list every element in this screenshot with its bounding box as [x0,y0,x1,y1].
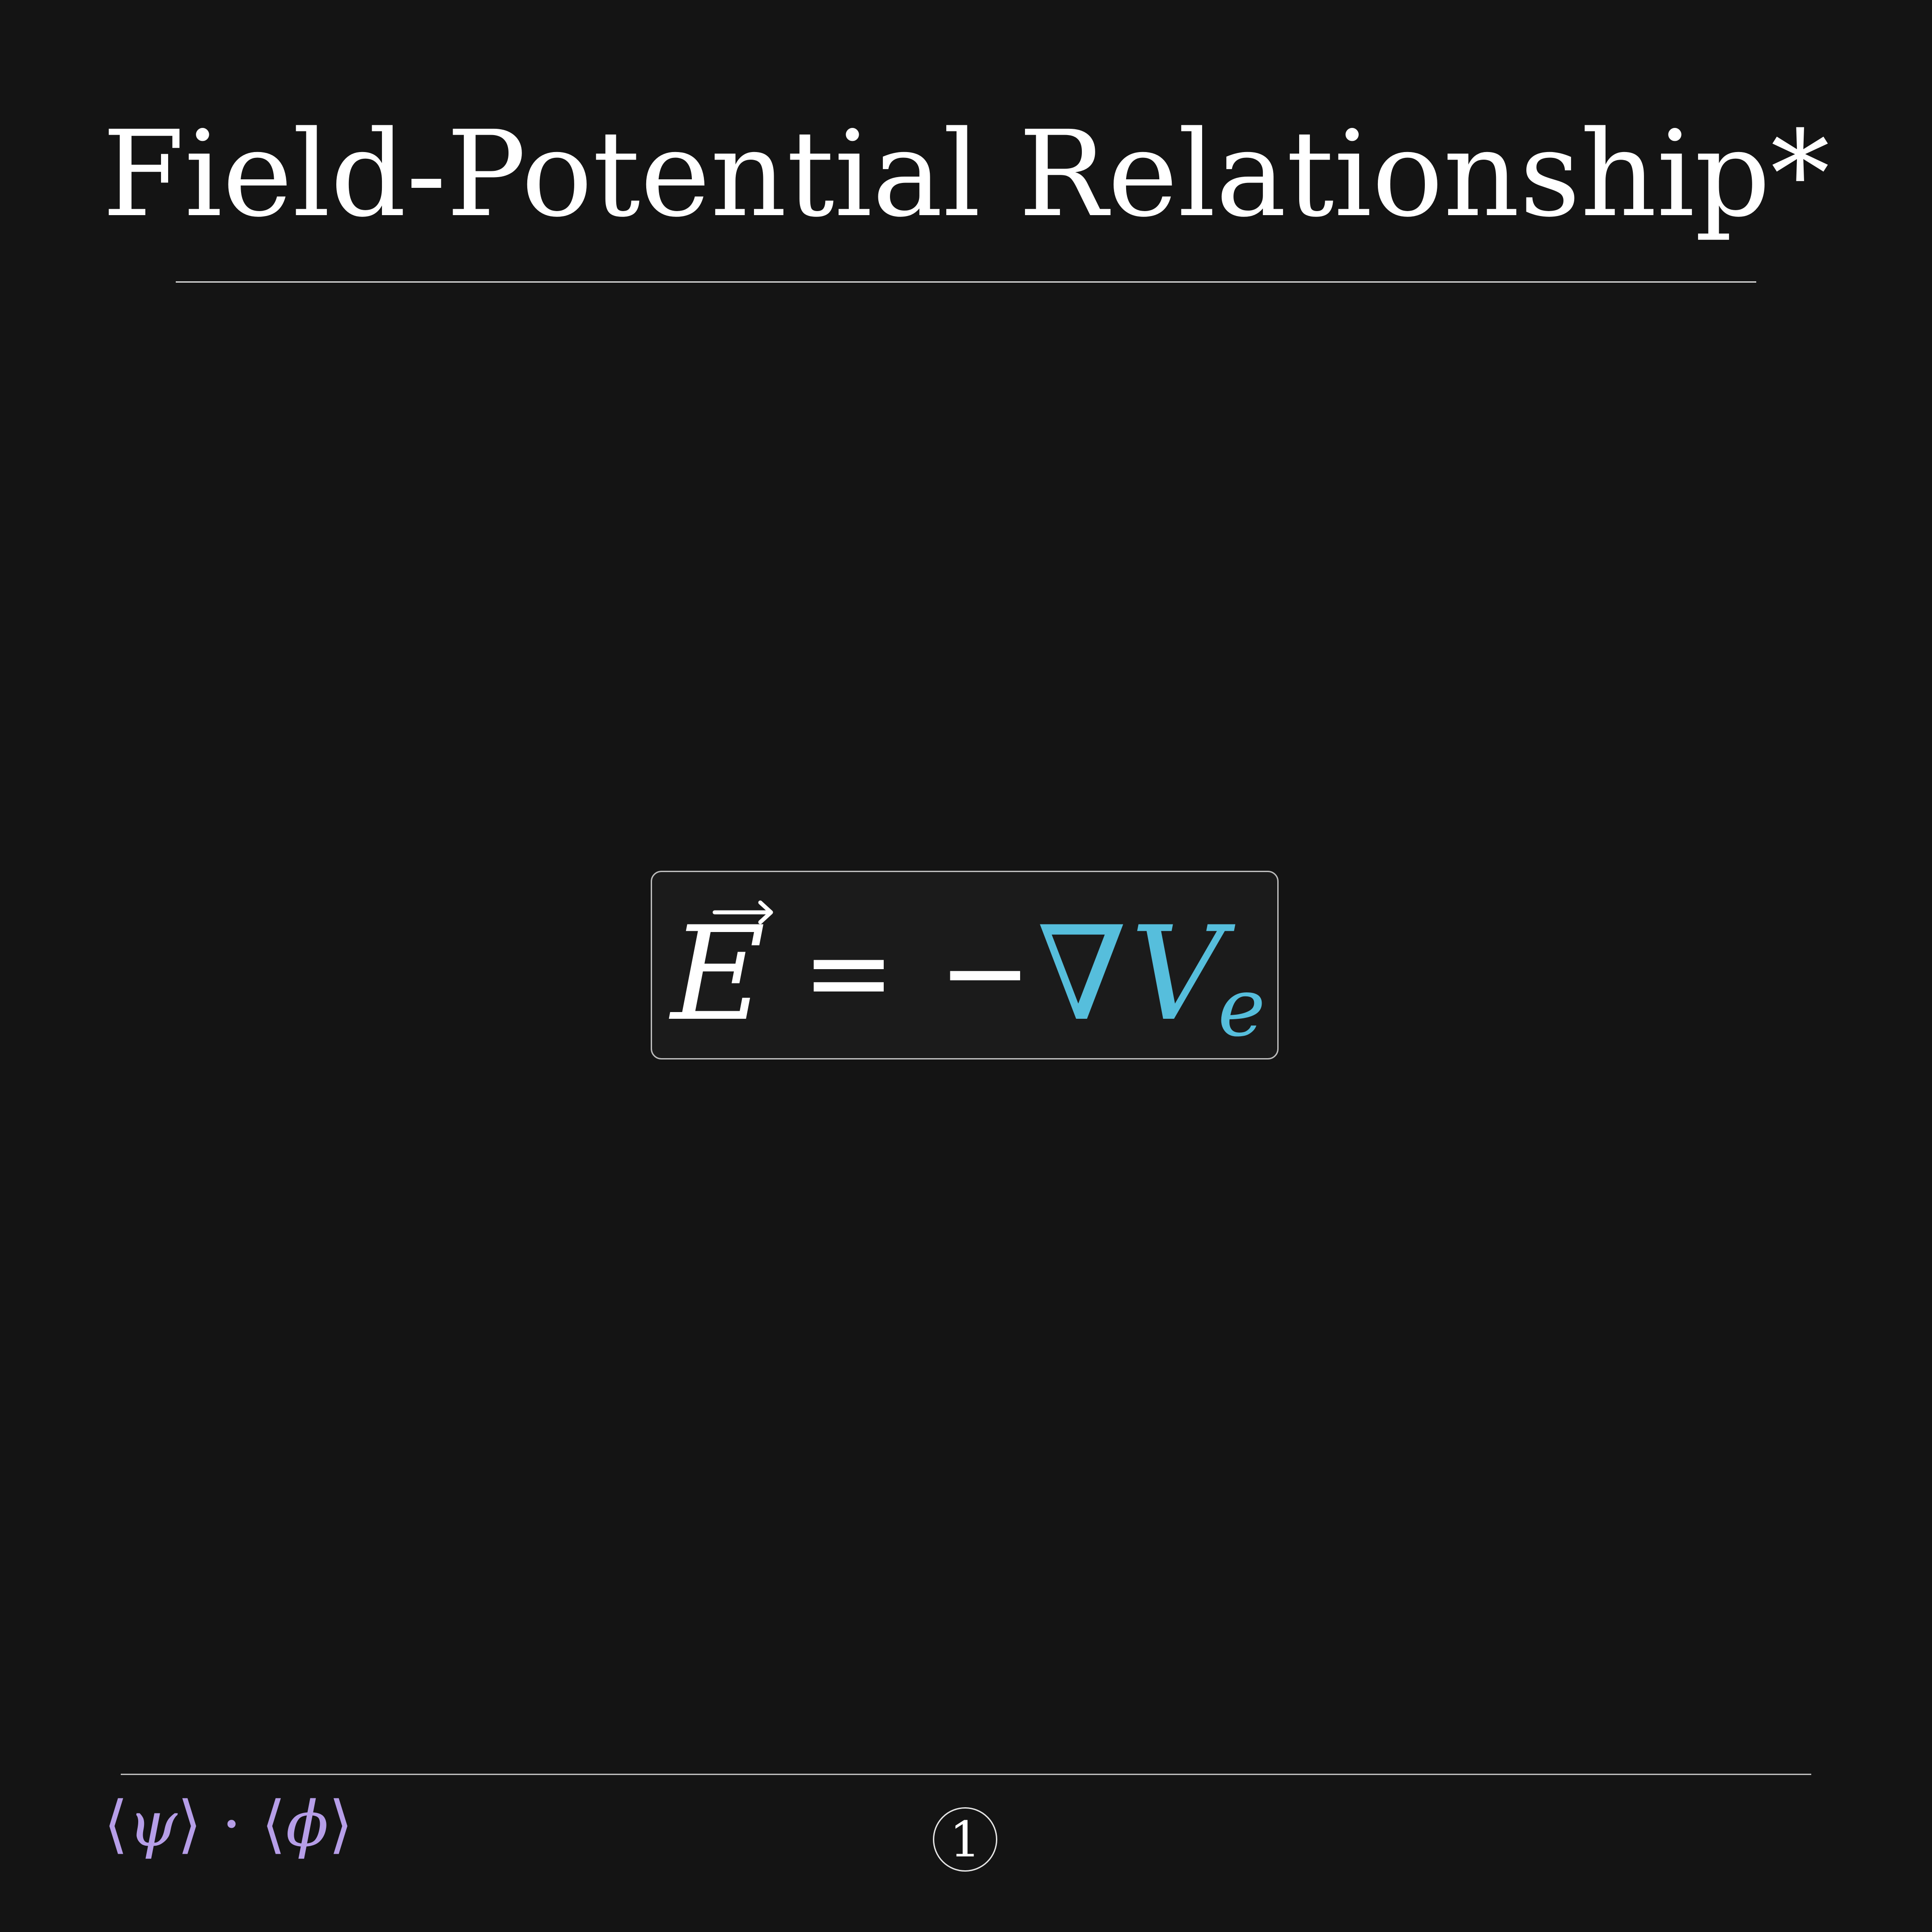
title-divider [176,281,1756,283]
page-number: 1 [933,1807,997,1872]
equation-box: E = − ∇ V e [651,871,1279,1059]
footer-logo: ⟨ψ⟩ · ⟨ϕ⟩ [104,1787,353,1863]
equation-nabla: ∇ [1037,899,1127,1050]
slide-title: Field-Potential Relationship* [102,106,1830,243]
logo-dot: · [202,1788,262,1861]
logo-close-bracket: ⟩ [177,1788,202,1861]
logo-phi: ϕ [286,1788,329,1861]
equation-equals: = [802,907,895,1037]
equation-formula: E = − ∇ V e [669,899,1266,1055]
equation-minus: − [938,907,1032,1037]
logo-close-bracket-2: ⟩ [328,1788,353,1861]
equation-variable: V [1131,899,1236,1050]
equation-lhs: E [669,899,765,1050]
logo-open-bracket-2: ⟨ [261,1788,286,1861]
logo-open-bracket: ⟨ [104,1788,128,1861]
footer-divider [121,1774,1811,1775]
equation-subscript: e [1218,961,1266,1055]
vector-arrow-icon [712,900,773,924]
logo-psi: ψ [128,1788,178,1861]
